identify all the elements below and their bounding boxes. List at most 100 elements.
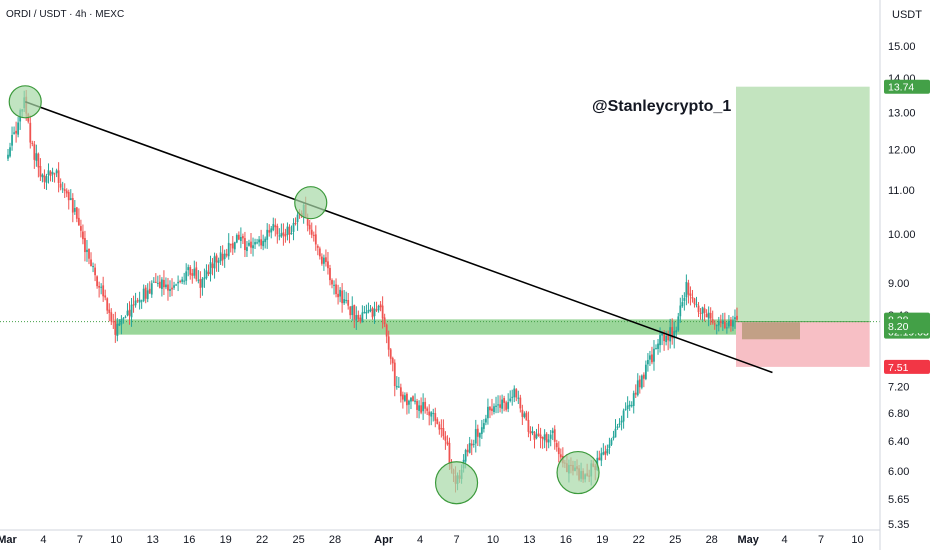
candle-body: [480, 427, 483, 434]
candle-body: [351, 305, 354, 316]
candle: [730, 316, 732, 332]
candle: [713, 320, 716, 330]
candle: [691, 289, 694, 303]
candle-body: [161, 279, 163, 289]
candle: [677, 312, 680, 332]
candle-body: [466, 449, 469, 453]
candle: [685, 274, 688, 306]
candle: [258, 236, 260, 247]
candle-body: [82, 231, 84, 240]
candle-body: [205, 270, 208, 279]
candle: [395, 376, 398, 390]
candle: [640, 374, 643, 390]
y-tick-label: 13.00: [888, 107, 916, 119]
candle-body: [414, 400, 416, 402]
candle-body: [416, 400, 418, 410]
candle-body: [472, 443, 475, 445]
x-tick-label: 16: [560, 534, 572, 546]
candle-body: [201, 278, 204, 288]
candle-body: [80, 226, 82, 231]
candle-body: [553, 429, 556, 442]
candle: [391, 356, 394, 372]
candle-body: [404, 395, 406, 401]
candle: [268, 224, 271, 237]
candle: [325, 249, 327, 267]
candle: [723, 312, 726, 330]
candle-body: [707, 312, 710, 319]
candle: [235, 233, 238, 244]
candle: [276, 223, 279, 244]
candle: [608, 437, 611, 455]
candle-body: [264, 238, 267, 243]
candle: [647, 353, 649, 372]
candle: [511, 389, 514, 406]
candle: [442, 419, 445, 440]
candle-body: [181, 279, 184, 282]
candle-body: [395, 385, 398, 388]
candle: [418, 400, 420, 419]
candle-body: [519, 397, 522, 409]
candle: [138, 291, 141, 310]
candle-body: [470, 443, 473, 446]
candle-body: [422, 402, 425, 412]
candle: [84, 230, 86, 262]
candle: [136, 297, 139, 303]
x-tick-label: Apr: [374, 534, 394, 546]
candle-body: [219, 252, 222, 262]
y-tick-label: 15.00: [888, 41, 916, 53]
candle: [140, 299, 143, 309]
candle-body: [383, 317, 386, 325]
candle: [126, 303, 129, 317]
candle: [470, 439, 473, 456]
candle-body: [138, 299, 141, 303]
candle-body: [681, 302, 684, 307]
candle-body: [148, 288, 151, 294]
candle-body: [719, 321, 722, 323]
candle: [693, 297, 696, 308]
candle-body: [499, 404, 501, 408]
candle-body: [189, 267, 192, 275]
candle-body: [43, 175, 46, 182]
candle-body: [191, 273, 194, 276]
candle-body: [254, 242, 256, 245]
candle-body: [408, 400, 410, 405]
candle-body: [339, 289, 341, 297]
candle-body: [347, 300, 350, 306]
candle-body: [389, 349, 392, 359]
candle: [525, 410, 528, 421]
candle-body: [187, 267, 190, 271]
candle: [335, 278, 337, 298]
candle: [357, 310, 360, 322]
candle: [705, 309, 708, 318]
candle: [57, 162, 60, 193]
candle: [545, 432, 548, 452]
candle: [217, 257, 220, 272]
candle: [606, 444, 609, 456]
candle-body: [57, 170, 60, 184]
candle-body: [195, 267, 198, 280]
candle: [215, 253, 218, 272]
candle-body: [258, 239, 260, 243]
candle-body: [314, 234, 317, 245]
candle: [719, 314, 722, 328]
candle: [231, 236, 234, 256]
candle-body: [438, 424, 441, 430]
price-badge-target: 13.74: [884, 79, 930, 94]
candle-body: [47, 170, 50, 176]
candle: [624, 402, 627, 411]
candle-body: [185, 271, 188, 281]
candle: [75, 206, 78, 223]
x-tick-label: 10: [851, 534, 863, 546]
candle-body: [677, 316, 680, 331]
candle: [438, 421, 441, 435]
candle-body: [359, 317, 362, 322]
candle-body: [545, 433, 548, 443]
candle-body: [474, 429, 477, 444]
x-tick-label: 7: [453, 534, 459, 546]
candle-body: [537, 433, 540, 436]
candle: [254, 238, 256, 249]
candle-body: [250, 241, 252, 248]
candle-body: [94, 267, 96, 276]
x-tick-label: 4: [782, 534, 788, 546]
candle: [286, 222, 289, 241]
